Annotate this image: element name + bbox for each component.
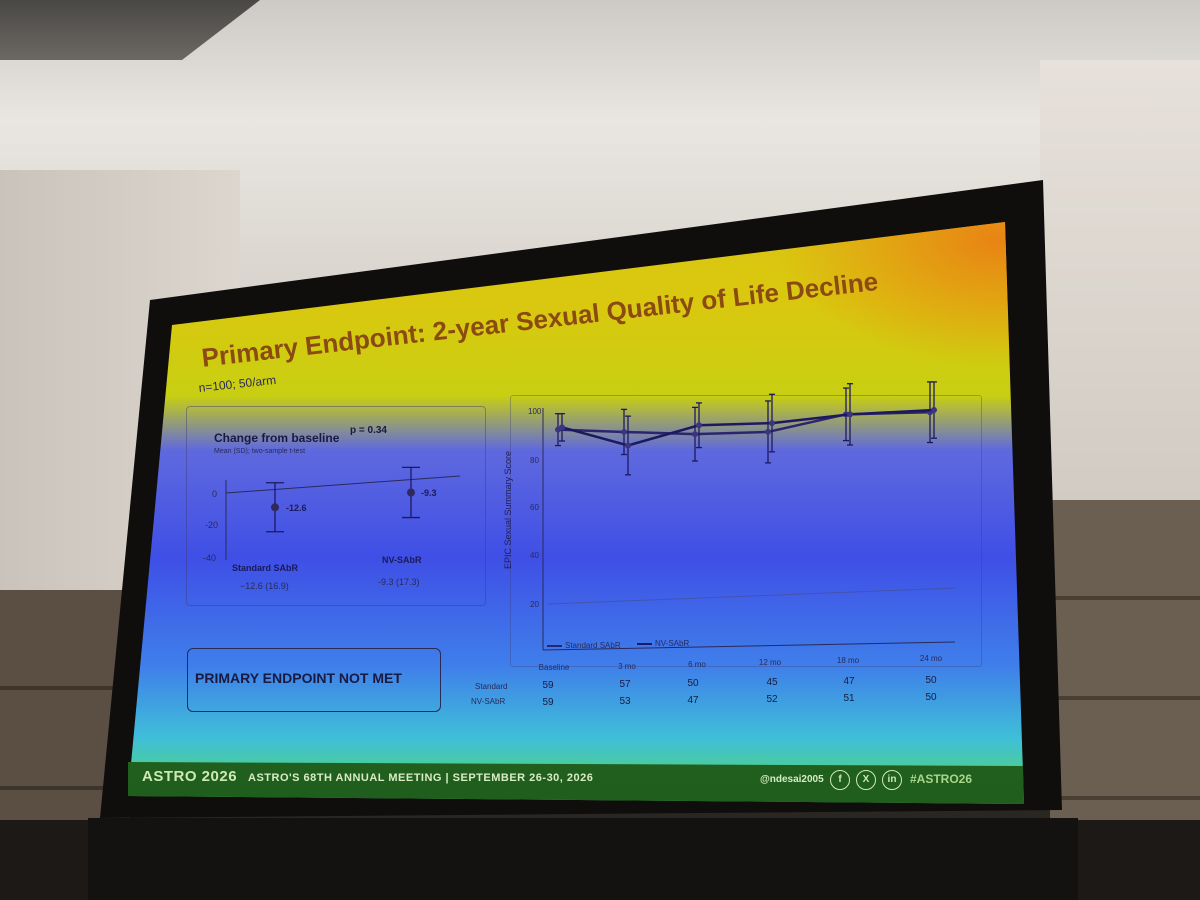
n-standard-0: 59: [542, 680, 554, 691]
n-nv-4: 51: [843, 693, 855, 704]
change-panel-note: Mean (SD); two-sample t-test: [214, 448, 306, 455]
xtick-24mo: 24 mo: [919, 654, 943, 663]
endpoint-label: PRIMARY ENDPOINT NOT MET: [195, 670, 402, 686]
gridline-20: [547, 587, 956, 605]
change-mean-point: [271, 503, 279, 512]
x-axis-line: [542, 641, 956, 651]
data-point: [559, 424, 565, 431]
ytick-60: 60: [530, 503, 539, 512]
arm-mean-label-nv: -9.3: [421, 488, 437, 498]
data-point: [931, 407, 937, 414]
change-panel-title: Change from baseline: [214, 431, 340, 445]
arm-mean-label-standard: -12.6: [286, 503, 307, 513]
n-row-standard-label: Standard: [475, 682, 508, 691]
ytick-80: 80: [530, 456, 539, 465]
p-value: p = 0.34: [350, 425, 387, 436]
data-point: [696, 422, 702, 429]
hashtag: #ASTRO26: [910, 772, 973, 786]
change-mean-point: [407, 488, 415, 497]
xtick-3mo: 3 mo: [618, 662, 636, 671]
ytick-100: 100: [528, 407, 542, 416]
data-point: [769, 420, 775, 427]
data-point: [621, 428, 627, 435]
xtick-18mo: 18 mo: [836, 656, 860, 665]
ytick-20: 20: [530, 600, 539, 609]
data-point: [625, 442, 631, 449]
screen-stand: [88, 818, 1078, 900]
n-standard-3: 45: [766, 677, 778, 688]
plot-area: [510, 395, 982, 667]
endpoint-box: [187, 648, 441, 712]
n-nv-2: 47: [687, 695, 699, 706]
linkedin-icon: in: [882, 770, 902, 790]
arm-summary-nv: -9.3 (17.3): [378, 577, 420, 587]
change-ytick-1: -20: [205, 520, 219, 530]
facebook-icon: f: [830, 770, 850, 790]
data-point: [847, 411, 853, 418]
meeting-banner: ASTRO'S 68TH ANNUAL MEETING | SEPTEMBER …: [248, 772, 594, 784]
n-standard-4: 47: [843, 676, 855, 687]
change-from-baseline-panel: [186, 406, 486, 606]
arm-summary-standard: −12.6 (16.9): [240, 581, 289, 591]
arm-name-standard: Standard SAbR: [232, 563, 299, 573]
change-zero-line: [225, 475, 461, 494]
x-icon: X: [856, 770, 876, 790]
arm-name-nv: NV-SAbR: [382, 555, 422, 565]
series-line-nv: [561, 408, 935, 447]
n-nv-0: 59: [542, 697, 554, 708]
right-wall: [1040, 60, 1200, 540]
n-nv-3: 52: [766, 694, 778, 705]
data-point: [692, 431, 698, 438]
n-standard-5: 50: [925, 675, 937, 686]
change-ytick-2: -40: [203, 553, 217, 563]
twitter-handle: @ndesai2005: [760, 774, 824, 785]
n-standard-2: 50: [687, 678, 699, 689]
n-standard-1: 57: [619, 679, 631, 690]
legend-nv: NV-SAbR: [655, 639, 690, 648]
legend-standard: Standard SAbR: [565, 641, 621, 650]
xtick-12mo: 12 mo: [758, 658, 782, 667]
n-nv-5: 50: [925, 692, 937, 703]
n-nv-1: 53: [619, 696, 631, 707]
change-ytick-0: 0: [212, 489, 218, 499]
astro-logo: ASTRO 2026: [142, 768, 238, 785]
xtick-6mo: 6 mo: [688, 660, 706, 669]
xtick-baseline: Baseline: [538, 663, 570, 672]
data-point: [765, 428, 771, 435]
n-row-nv-label: NV-SAbR: [471, 697, 506, 706]
ytick-40: 40: [530, 551, 539, 560]
